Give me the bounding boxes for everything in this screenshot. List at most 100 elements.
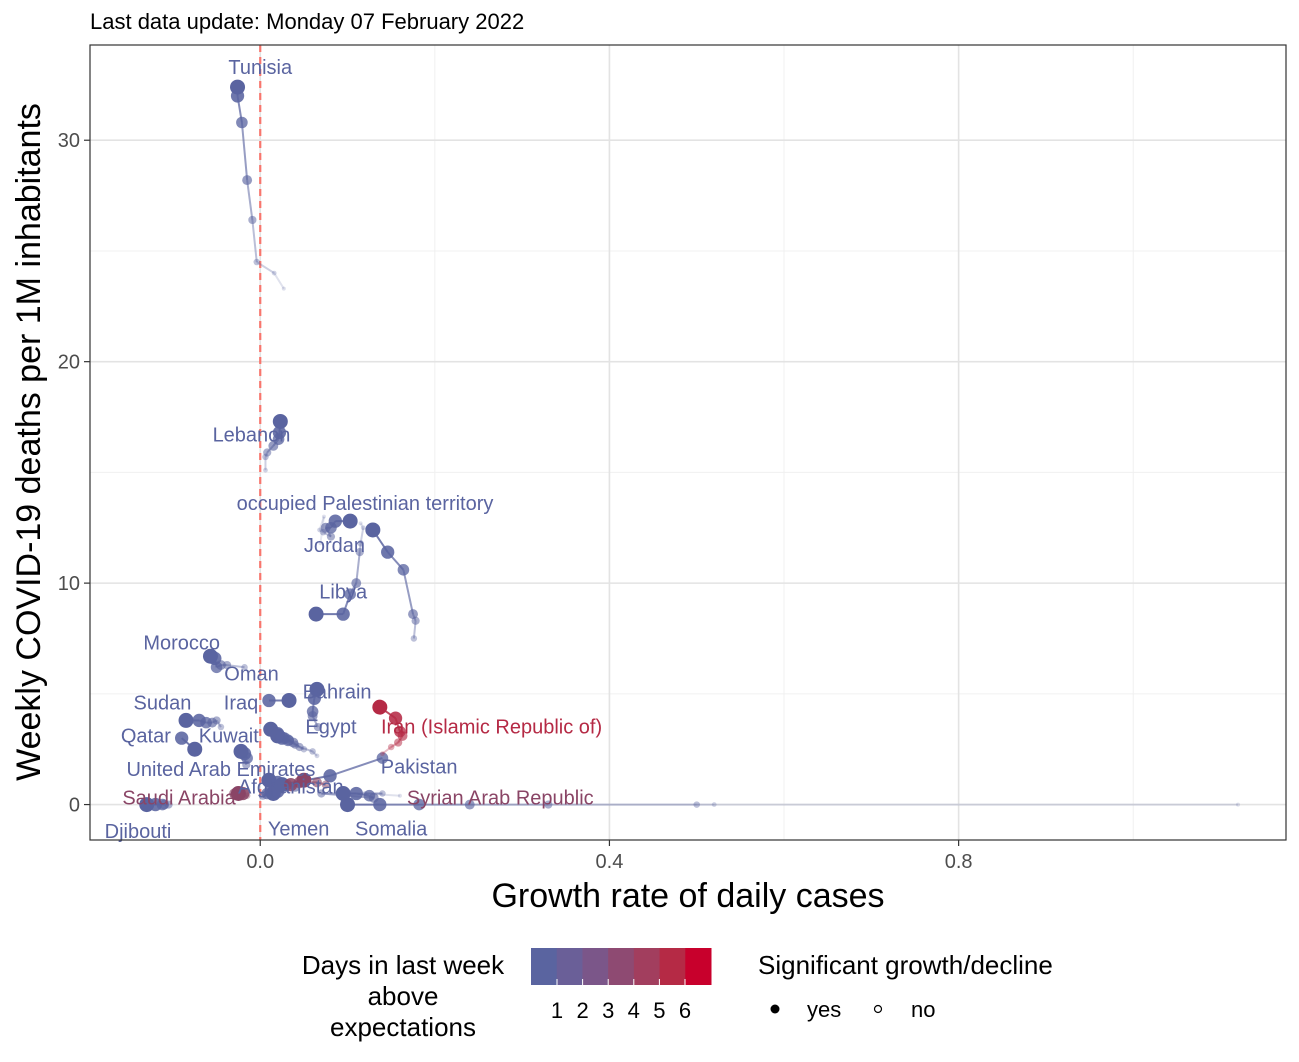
series-segment (359, 522, 365, 529)
country-label: Syrian Arab Republic (407, 788, 594, 810)
legend-color-swatch (608, 948, 635, 985)
country-label: Iran (Islamic Republic of) (381, 717, 602, 739)
series-egypt (270, 728, 320, 759)
series-segment (311, 750, 318, 757)
series-somalia (340, 797, 1240, 813)
data-point (397, 564, 410, 576)
data-point (410, 635, 418, 642)
data-point (253, 258, 260, 266)
data-point (242, 760, 251, 769)
data-point (397, 730, 408, 741)
country-label: United Arab Emirates (126, 759, 315, 781)
data-point (711, 802, 717, 807)
y-axis-title: Weekly COVID-19 deaths per 1M inhabitant… (10, 103, 48, 781)
country-label: Bahrain (303, 681, 372, 703)
series-yemen (317, 785, 402, 803)
data-point (362, 791, 368, 796)
legend-color-title: expectations (330, 1012, 476, 1042)
country-label: Qatar (121, 726, 171, 748)
data-point (313, 722, 322, 732)
legend-shape-label: yes (807, 997, 841, 1022)
legend-color-label: 4 (628, 998, 640, 1023)
country-label: Djibouti (105, 821, 172, 843)
data-point (258, 791, 267, 800)
data-point (693, 801, 700, 808)
data-point (335, 785, 351, 801)
country-label: Saudi Arabia (122, 788, 236, 810)
data-point (212, 716, 221, 725)
data-point (236, 116, 248, 129)
data-point (326, 532, 336, 541)
data-point (178, 712, 194, 728)
series-segment (355, 552, 361, 584)
country-label: occupied Palestinian territory (237, 493, 494, 515)
legend-shape-title: Significant growth/decline (758, 950, 1053, 980)
legend-color-label: 3 (602, 998, 614, 1023)
series-bahrain (306, 681, 325, 732)
series-segment (246, 179, 254, 221)
data-point (381, 545, 395, 559)
legend-color-title: above (368, 981, 439, 1011)
country-labels: Tunisia Lebanon occupied Palestinian terri… (105, 57, 603, 843)
legend-color-swatch (531, 948, 558, 985)
data-point (281, 286, 286, 291)
legend-shape-label: no (911, 997, 935, 1022)
data-point (318, 541, 323, 546)
data-point (242, 175, 253, 186)
data-point (411, 616, 420, 625)
data-point (262, 693, 276, 708)
data-point (376, 752, 389, 764)
data-point (368, 792, 379, 803)
grid-lines (90, 45, 1286, 840)
data-point (372, 699, 388, 715)
legend-hollow-dot-icon (873, 1004, 883, 1014)
data-point (413, 798, 425, 811)
series-segment (381, 746, 392, 755)
country-label: Pakistan (381, 757, 458, 779)
legend-filled-dot-icon (770, 1004, 780, 1014)
y-tick-label: 20 (58, 352, 80, 374)
data-point (360, 525, 366, 531)
series-segment (240, 122, 249, 181)
country-label: Iraq (224, 692, 258, 714)
data-point (312, 777, 322, 788)
data-point (187, 741, 203, 757)
legend-color-label: 6 (679, 998, 691, 1023)
x-axis-title: Growth rate of daily cases (491, 877, 884, 915)
x-axis: 0.0 0.4 0.8 (246, 840, 973, 873)
series-segment (319, 529, 324, 534)
data-point (357, 540, 364, 547)
data-point (229, 791, 239, 800)
data-point (237, 746, 248, 757)
country-label: Tunisia (228, 57, 293, 79)
data-point (295, 742, 304, 752)
legend-color-swatch (582, 948, 609, 985)
data-point (217, 723, 225, 731)
data-point (388, 711, 403, 725)
series-segment (359, 527, 365, 544)
series-segment (318, 516, 325, 531)
y-tick-label: 0 (69, 795, 80, 817)
series-lebanon (262, 413, 288, 473)
data-point (271, 270, 277, 276)
data-point (317, 527, 322, 533)
data-point (293, 776, 306, 789)
series-qatar (175, 731, 203, 757)
series-morocco (202, 648, 248, 674)
y-tick-label: 30 (58, 130, 80, 152)
x-tick-label: 0.8 (945, 851, 973, 873)
legend-color-swatch (633, 948, 661, 985)
data-point (408, 609, 418, 620)
series-layer (139, 79, 1240, 813)
series-oman (262, 692, 297, 708)
legend-color-label: 5 (653, 998, 665, 1023)
series-segment (256, 261, 275, 274)
y-axis: 0 10 20 30 (58, 130, 90, 817)
data-point (307, 691, 322, 705)
legend-color-swatch (685, 948, 712, 985)
series-segment (402, 569, 414, 615)
data-point (544, 800, 553, 809)
series-djibouti (139, 797, 173, 813)
series-tunisia (230, 79, 286, 291)
